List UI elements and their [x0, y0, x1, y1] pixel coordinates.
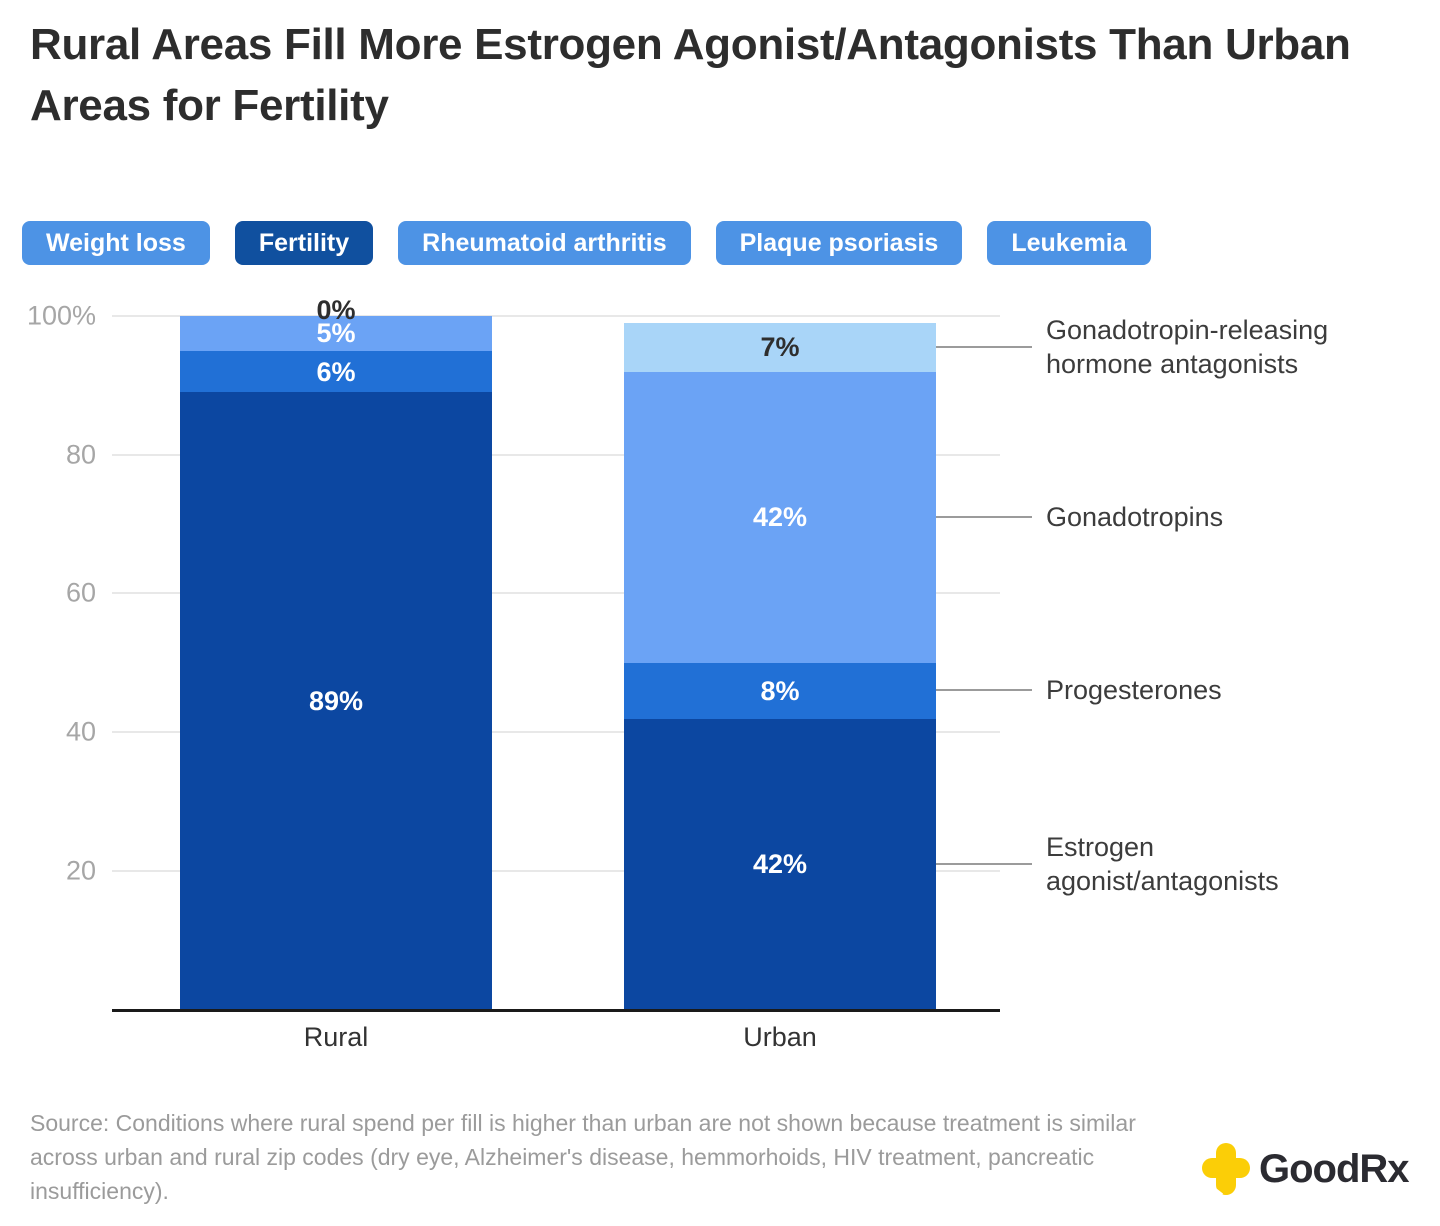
legend-connector-gonadotropins: [936, 516, 1032, 518]
segment-rural-estrogen-agonist-antagonists[interactable]: 89%: [180, 392, 492, 1010]
goodrx-logo-text: GoodRx: [1259, 1146, 1410, 1191]
condition-tabs: Weight loss Fertility Rheumatoid arthrit…: [22, 221, 1151, 265]
tab-rheumatoid-arthritis[interactable]: Rheumatoid arthritis: [398, 221, 691, 265]
segment-urban-gonadotropins[interactable]: 42%: [624, 371, 936, 663]
source-note: Source: Conditions where rural spend per…: [30, 1110, 1136, 1204]
tab-plaque-psoriasis[interactable]: Plaque psoriasis: [715, 221, 963, 265]
category-label-urban: Urban: [743, 1022, 817, 1052]
ytick-80: 80: [65, 439, 96, 470]
tab-weight-loss[interactable]: Weight loss: [22, 221, 210, 265]
goodrx-cross-icon: [1202, 1143, 1250, 1196]
ytick-60: 60: [65, 577, 96, 608]
legend-label-gnrh-antagonists: Gonadotropin-releasing hormone antagonis…: [1046, 315, 1329, 379]
segment-urban-progesterones[interactable]: 8%: [624, 663, 936, 719]
legend-connector-gnrh: [936, 346, 1032, 348]
segment-value-label: 89%: [308, 686, 364, 717]
segment-value-label: 42%: [752, 849, 808, 880]
segment-value-label: 42%: [752, 502, 808, 533]
gridline-40: [112, 731, 1000, 733]
ytick-20: 20: [65, 855, 96, 886]
segment-value-label: 5%: [316, 318, 356, 349]
bar-rural: 89% 6% 5% 0%: [180, 296, 492, 1010]
legend-connector-progesterones: [936, 689, 1032, 691]
ytick-40: 40: [65, 716, 96, 747]
bar-urban: 42% 8% 42% 7%: [624, 322, 936, 1010]
gridline-100: [112, 315, 1000, 317]
x-axis-line: [112, 1009, 1000, 1012]
legend-connector-estrogen: [936, 863, 1032, 865]
segment-value-label: 7%: [760, 332, 800, 363]
gridline-80: [112, 454, 1000, 456]
gridline-60: [112, 592, 1000, 594]
segment-rural-progesterones[interactable]: 6%: [180, 350, 492, 393]
segment-urban-estrogen-agonist-antagonists[interactable]: 42%: [624, 718, 936, 1010]
tab-fertility[interactable]: Fertility: [234, 221, 374, 265]
segment-urban-gnrh-antagonists[interactable]: 7%: [624, 322, 936, 372]
segment-value-label: 8%: [760, 675, 800, 706]
chart-title: Rural Areas Fill More Estrogen Agonist/A…: [30, 20, 1351, 130]
category-label-rural: Rural: [303, 1022, 369, 1052]
tab-leukemia[interactable]: Leukemia: [987, 221, 1151, 265]
goodrx-logo: GoodRx: [1202, 1142, 1410, 1196]
segment-rural-gonadotropins[interactable]: 5%: [180, 316, 492, 351]
segment-value-label: 0%: [316, 295, 356, 326]
gridline-20: [112, 870, 1000, 872]
legend-label-progesterones: Progesterones: [1046, 675, 1222, 705]
segment-value-label: 6%: [316, 356, 356, 387]
legend-label-estrogen: Estrogen agonist/antagonists: [1046, 832, 1279, 896]
legend-label-gonadotropins: Gonadotropins: [1046, 502, 1224, 532]
ytick-100: 100%: [26, 300, 96, 331]
